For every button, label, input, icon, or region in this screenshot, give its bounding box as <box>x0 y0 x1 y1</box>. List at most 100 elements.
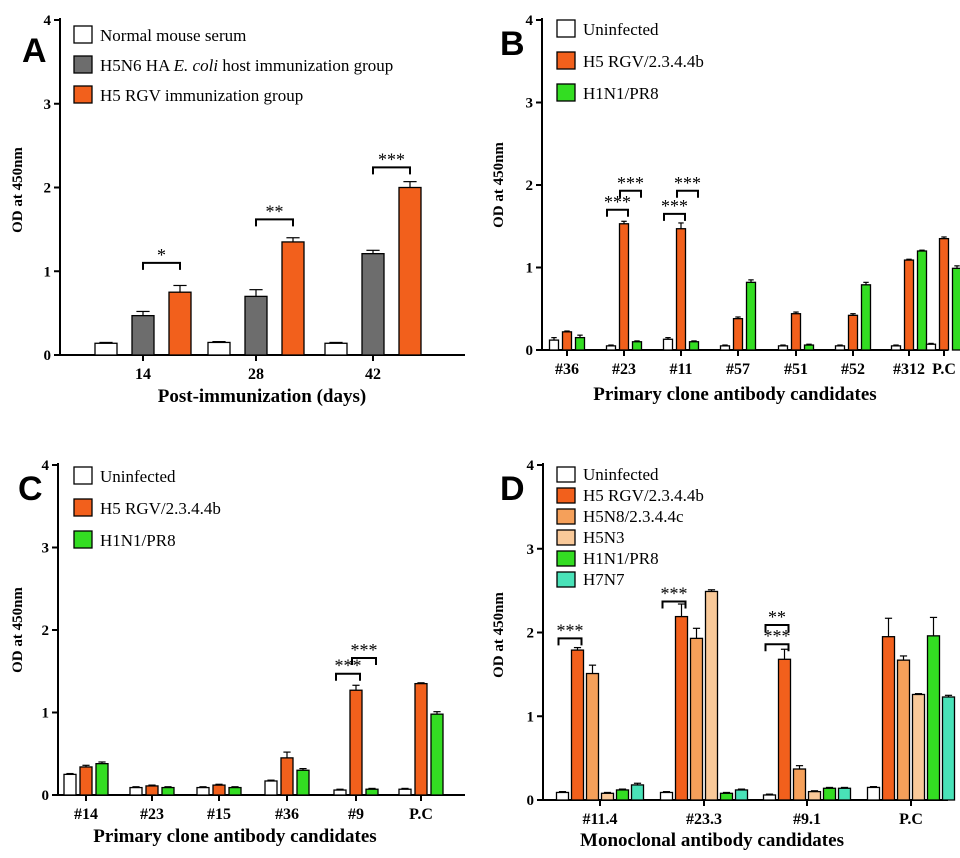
legend-swatch <box>556 51 576 70</box>
bar <box>398 788 412 796</box>
x-tick-label: #23 <box>140 806 164 823</box>
significance-label: *** <box>674 173 701 193</box>
legend-label: Uninfected <box>583 20 659 39</box>
bar <box>361 253 385 356</box>
legend-label: H5 RGV/2.3.4.4b <box>100 499 221 518</box>
bar <box>548 339 560 351</box>
legend-label-italic: E. coli <box>173 56 219 75</box>
bar <box>296 769 310 796</box>
y-tick-label: 1 <box>526 261 534 277</box>
bar <box>281 241 305 356</box>
x-tick-label: #51 <box>784 361 808 378</box>
bar <box>63 773 77 796</box>
legend-label: Uninfected <box>583 465 659 484</box>
significance-bracket <box>255 218 294 227</box>
bar <box>430 713 444 796</box>
bar <box>674 615 689 801</box>
legend-label: H5N3 <box>583 528 625 547</box>
bar <box>605 345 617 351</box>
bar <box>688 341 700 351</box>
significance-bracket <box>661 600 687 609</box>
y-tick-label: 0 <box>42 788 50 804</box>
x-tick-label: #312 <box>893 361 925 378</box>
significance-label: *** <box>617 173 644 193</box>
significance-bracket <box>351 657 377 666</box>
bar <box>561 331 573 351</box>
bar <box>131 314 155 356</box>
bar <box>777 345 789 351</box>
bar <box>847 314 859 351</box>
bar <box>704 590 719 801</box>
significance-bracket <box>557 637 583 646</box>
bar <box>574 336 586 351</box>
legend-label: H7N7 <box>583 570 625 589</box>
legend-label: H1N1/PR8 <box>583 549 659 568</box>
bar <box>631 341 643 351</box>
x-tick-label: #15 <box>207 806 231 823</box>
bar <box>834 345 846 351</box>
significance-label: *** <box>335 656 362 676</box>
bar <box>837 787 852 801</box>
significance-label: *** <box>378 149 405 169</box>
y-tick-label: 4 <box>527 458 535 474</box>
bar <box>911 693 926 801</box>
bar <box>129 786 143 796</box>
legend-label-part: host immunization group <box>218 56 393 75</box>
bar <box>212 784 226 796</box>
significance-label: ** <box>768 607 786 627</box>
y-tick-label: 1 <box>42 706 50 722</box>
y-axis-title: OD at 450nm <box>491 592 507 678</box>
y-tick-label: 2 <box>526 178 534 194</box>
y-axis-title: OD at 450nm <box>491 142 507 228</box>
bar <box>168 291 192 356</box>
x-tick-label: #36 <box>275 806 299 823</box>
bar <box>734 789 749 801</box>
bar <box>807 790 822 801</box>
x-axis-title: Post-immunization (days) <box>158 386 366 407</box>
x-tick-label: #23.3 <box>686 811 722 828</box>
bar <box>414 682 428 796</box>
legend-swatch <box>73 498 93 517</box>
significance-bracket <box>606 208 629 217</box>
y-tick-label: 3 <box>44 97 52 113</box>
bar <box>941 696 956 801</box>
bar <box>618 223 630 351</box>
y-tick-label: 4 <box>42 458 50 474</box>
legend-label: H5 RGV immunization group <box>100 86 303 105</box>
chart-panel-b: B 0 1 2 3 4 OD at 450nm Primary clone antibody … <box>491 13 960 405</box>
x-axis-title: Primary clone antibody candidates <box>593 384 876 405</box>
significance-bracket <box>764 623 790 632</box>
bar <box>860 284 872 351</box>
bar <box>822 787 837 801</box>
y-tick-label: 2 <box>44 181 52 197</box>
bar <box>555 791 570 801</box>
significance-label: * <box>157 245 166 265</box>
legend-swatch <box>73 530 93 549</box>
bar <box>896 659 911 801</box>
significance-bracket <box>663 212 686 221</box>
bar <box>890 345 902 351</box>
bar <box>762 794 777 801</box>
chart-panel-a: A 0 1 2 3 4 OD at 450nm Post-immunization (days… <box>10 13 465 407</box>
legend-label: H5 RGV/2.3.4.4b <box>583 486 704 505</box>
legend-label: H1N1/PR8 <box>100 531 176 550</box>
y-axis-title: OD at 450nm <box>10 587 26 673</box>
significance-bracket <box>335 672 361 681</box>
bar <box>79 766 93 796</box>
bar <box>398 186 422 356</box>
y-tick-label: 3 <box>526 96 534 112</box>
bar <box>745 281 757 351</box>
significance-label: *** <box>351 640 378 660</box>
x-tick-label: #14 <box>74 806 98 823</box>
legend-swatch <box>556 466 576 483</box>
bar <box>95 763 109 796</box>
x-tick-label: P.C <box>899 811 923 828</box>
bar <box>659 791 674 801</box>
panel-letter: B <box>500 25 525 63</box>
legend-swatch <box>556 508 576 525</box>
significance-label: ** <box>266 201 284 221</box>
bar <box>866 786 881 801</box>
x-tick-label: #11 <box>669 361 692 378</box>
significance-bracket <box>372 166 411 175</box>
bar <box>719 345 731 351</box>
